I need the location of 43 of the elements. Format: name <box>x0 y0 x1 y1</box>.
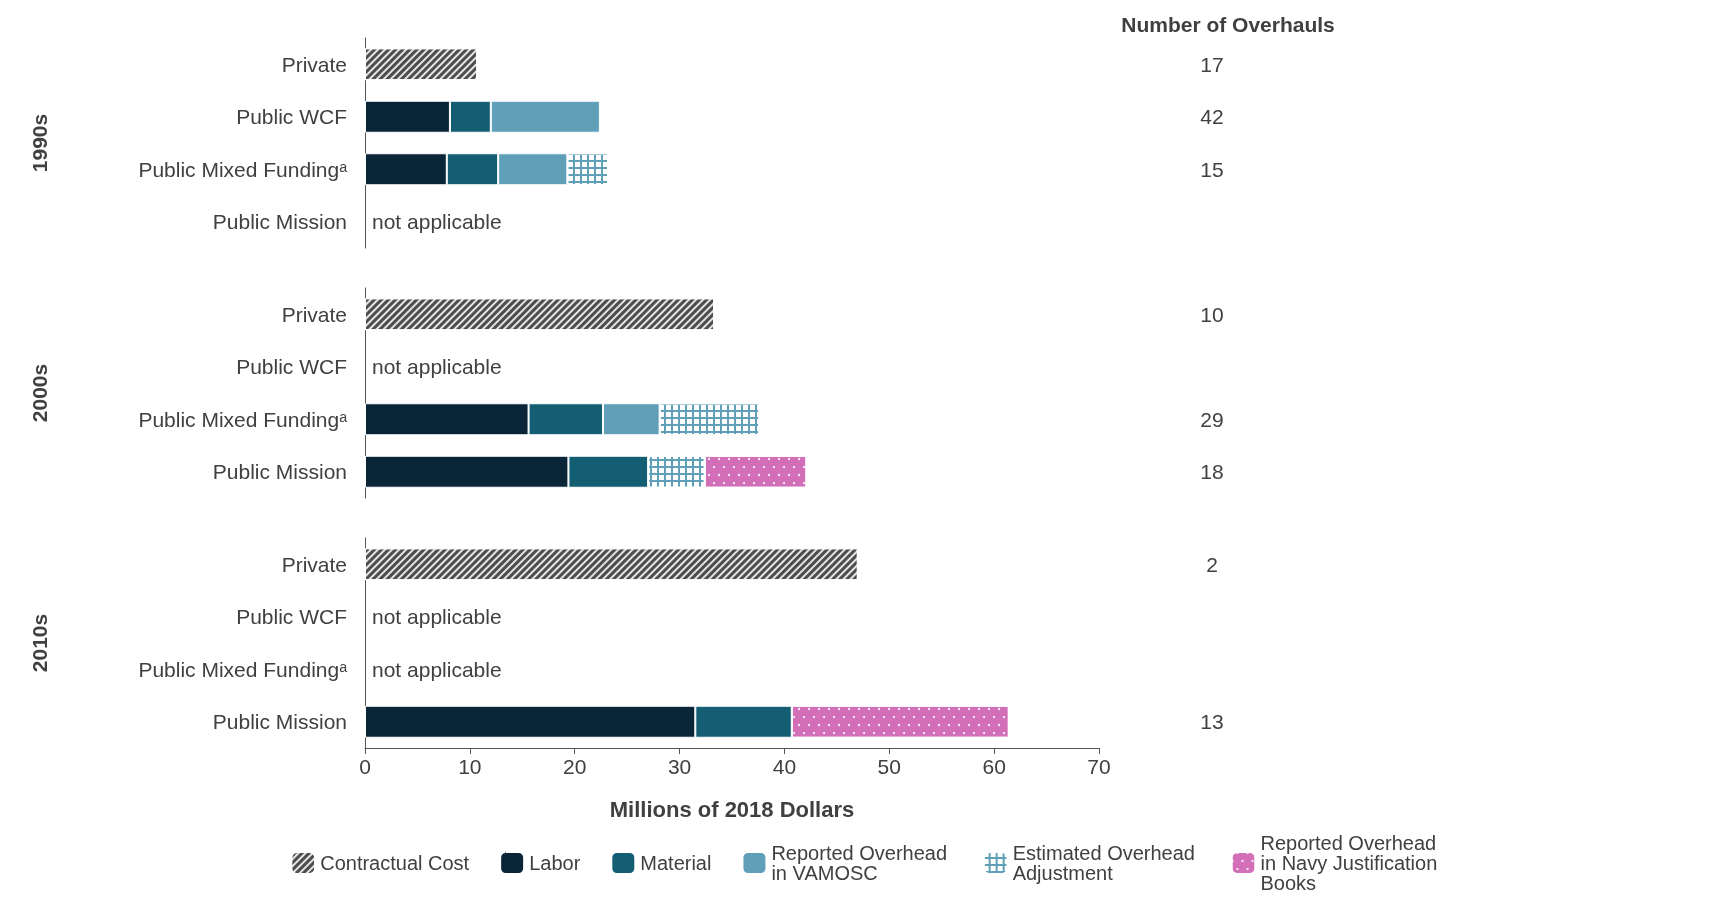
legend-label: Labor <box>529 852 581 874</box>
legend-label: Estimated Overhead Adjustment <box>1012 842 1201 884</box>
y2-tick-label: 13 <box>1200 710 1224 734</box>
y-tick-label: Private <box>281 302 347 326</box>
y-tick-label: Public Mission <box>212 710 347 734</box>
legend-label: Reported Overhead in VAMOSC <box>771 842 953 884</box>
y2-tick-label: 18 <box>1200 460 1224 484</box>
y-axis-title: 1990s <box>28 113 51 173</box>
y-tick-label: Public WCF <box>236 105 347 129</box>
y-tick-label: Public Mission <box>212 460 347 484</box>
legend-label: Contractual Cost <box>320 852 470 874</box>
y-tick-label: Public Mixed Fundingᵃ <box>138 407 348 431</box>
y2-tick-label: 17 <box>1200 52 1224 76</box>
annotation: not applicable <box>372 605 502 629</box>
x-tick-label: 60 <box>982 755 1006 778</box>
y-axis-title: 2010s <box>28 613 51 673</box>
y2-tick-label: 15 <box>1200 157 1224 181</box>
x-tick-label: 10 <box>458 755 482 778</box>
y-axis-title: 2000s <box>28 363 51 423</box>
x-tick-label: 50 <box>877 755 901 778</box>
x-tick-label: 70 <box>1087 755 1111 778</box>
x-tick-label: 30 <box>667 755 692 778</box>
y2-tick-label: 2 <box>1206 552 1218 576</box>
x-tick-label: 20 <box>563 755 587 778</box>
y2-tick-label: 29 <box>1200 407 1224 431</box>
y-tick-label: Private <box>281 52 347 76</box>
y-tick-label: Public Mixed Fundingᵃ <box>138 157 348 181</box>
x-tick-label: 0 <box>359 755 371 778</box>
legend-label: Material <box>640 852 712 874</box>
y-tick-label: Private <box>281 552 347 576</box>
x-axis-title: Millions of 2018 Dollars <box>609 796 855 822</box>
annotation: not applicable <box>372 355 502 379</box>
y2-tick-label: 10 <box>1200 302 1224 326</box>
y-tick-label: Public Mission <box>212 210 347 234</box>
y-tick-label: Public WCF <box>236 605 347 629</box>
x-tick-label: 40 <box>772 755 797 778</box>
legend-label: Reported Overhead in Navy Justification Books <box>1260 832 1443 894</box>
annotation: not applicable <box>372 657 502 681</box>
y-tick-label: Public Mixed Fundingᵃ <box>138 657 348 681</box>
y-tick-label: Public WCF <box>236 355 347 379</box>
y2-axis-title: Number of Overhauls <box>1121 13 1335 36</box>
y2-tick-label: 42 <box>1200 105 1224 129</box>
annotation: not applicable <box>372 210 502 234</box>
